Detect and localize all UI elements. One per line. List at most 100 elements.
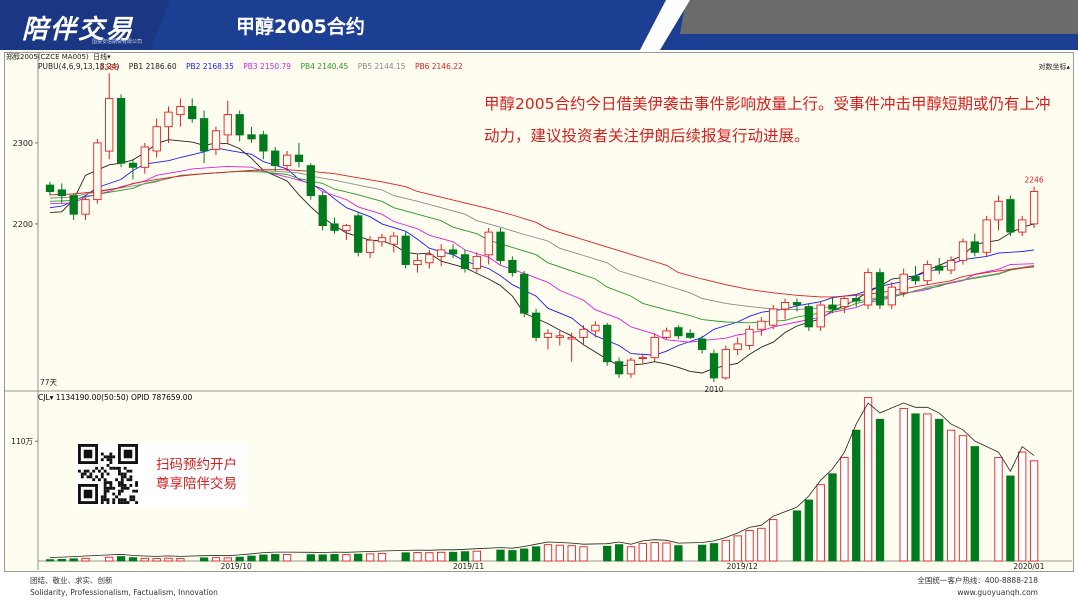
volume-bar [935, 418, 944, 562]
volume-bar [840, 457, 849, 562]
candle-body [745, 328, 754, 346]
candle-body [626, 359, 636, 375]
volume-bar [235, 556, 244, 562]
candle-body [211, 130, 221, 150]
volume-indicator-readout: CJL▾ 1134190.00(50:50) OPID 787659.00 [38, 393, 192, 402]
chevron-down-icon[interactable]: ▾ [107, 53, 111, 61]
logo-bg [0, 0, 170, 50]
candle-body [1018, 219, 1027, 233]
indicator-readouts: PUBU(4,6,9,13,18,24) PB1 2186.60 PB2 216… [38, 62, 470, 71]
volume-bar [828, 473, 837, 562]
candle-body [460, 254, 470, 269]
candle-body [413, 259, 422, 265]
candle-body [875, 272, 885, 306]
footer-website[interactable]: www.guoyuanqh.com [957, 588, 1038, 597]
candle-body [496, 231, 505, 261]
volume-bar [128, 557, 138, 562]
candle-body [828, 304, 837, 310]
volume-bar [365, 553, 375, 562]
qr-line-1: 扫码预约开户 [156, 457, 237, 473]
volume-bar [271, 554, 280, 562]
volume-bar [614, 544, 624, 562]
volume-bar [520, 548, 529, 562]
volume-bar [1006, 475, 1015, 562]
volume-bar [994, 457, 1003, 562]
volume-bar [223, 557, 232, 562]
volume-bar [330, 554, 339, 562]
volume-bar [638, 543, 647, 562]
candle-body [389, 235, 398, 245]
candle-body [686, 332, 695, 338]
candle-body [235, 114, 244, 136]
volume-y-tick-label: 110万 [11, 437, 33, 446]
y-tick-label: 2200 [13, 220, 33, 229]
candle-body [199, 118, 209, 152]
candle-body [223, 114, 232, 136]
ma-line-pb6 [49, 169, 1035, 298]
candle-body [555, 335, 564, 338]
qr-promo-text: 扫码预约开户 尊享陪伴交易 [156, 456, 237, 494]
symbol-label[interactable]: 郑醇2005(CZCE MA005) [6, 53, 89, 61]
open-interest-line [49, 402, 1035, 558]
candle-body [543, 332, 553, 338]
candle-body [81, 199, 90, 215]
ma-line-pb3 [49, 165, 1035, 343]
volume-bar [176, 558, 185, 562]
volume-bar [472, 550, 481, 562]
candle-body [188, 106, 197, 120]
volume-bar [697, 544, 707, 562]
candle-body [650, 336, 659, 359]
chevron-down-icon[interactable]: ▾ [49, 393, 54, 402]
volume-bar [769, 519, 778, 562]
volume-bar [579, 546, 588, 562]
candle-body [567, 336, 576, 340]
candle-body [354, 215, 363, 253]
candle-body [152, 126, 161, 152]
volume-bar [140, 557, 149, 562]
indicator-pb2: PB2 2168.35 [186, 62, 234, 71]
volume-indicator-text: 1134190.00(50:50) OPID 787659.00 [55, 393, 193, 402]
candle-body [259, 134, 268, 152]
candle-body [57, 189, 66, 197]
candle-body [603, 324, 612, 363]
candlestick-chart: 2200 2300 2386 2246 2010 77天 110万 2019/10 2019/1… [4, 52, 1072, 570]
candle-body [638, 357, 647, 360]
qr-code-icon[interactable] [78, 444, 142, 504]
candle-body [994, 200, 1003, 221]
volume-bar [733, 535, 742, 562]
candle-body [484, 231, 493, 256]
x-tick-label: 2020/01 [1013, 562, 1044, 570]
log-scale-toggle[interactable]: 对数坐标▴ [1038, 62, 1070, 72]
volume-bar [81, 557, 90, 562]
volume-bar [626, 546, 636, 562]
candle-body [282, 154, 292, 167]
qr-promo[interactable]: 扫码预约开户 尊享陪伴交易 [76, 442, 248, 506]
ma-line-pb2 [49, 147, 1035, 356]
volume-bar [401, 552, 410, 562]
footer-hotline: 全国统一客户热线：400-8888-218 [917, 576, 1038, 585]
period-selector[interactable]: 日线 [93, 53, 108, 61]
volume-bar [318, 554, 327, 562]
candle-body [697, 338, 707, 350]
volume-bar [69, 558, 78, 562]
high-price-label: 2386 [100, 63, 119, 72]
volume-bar [603, 545, 612, 562]
x-tick-label: 2019/11 [453, 562, 484, 570]
volume-bar [45, 559, 55, 562]
volume-bar [555, 544, 564, 562]
volume-bar [721, 539, 730, 562]
header-banner [0, 0, 1078, 50]
candle-body [116, 97, 126, 164]
volume-bar [152, 558, 161, 562]
candle-body [946, 259, 956, 271]
candle-body [970, 241, 979, 253]
candle-body [128, 162, 138, 168]
candle-body [958, 241, 968, 261]
candle-body [923, 264, 932, 282]
candle-body [45, 184, 55, 193]
volume-bar [674, 545, 683, 562]
volume-bar [958, 435, 968, 562]
brand-logo-subtext: 国投安信期货有限公司 [92, 39, 143, 45]
symbol-toolbar: 郑醇2005(CZCE MA005) 日线▾ [6, 52, 111, 62]
candle-body [899, 273, 908, 294]
